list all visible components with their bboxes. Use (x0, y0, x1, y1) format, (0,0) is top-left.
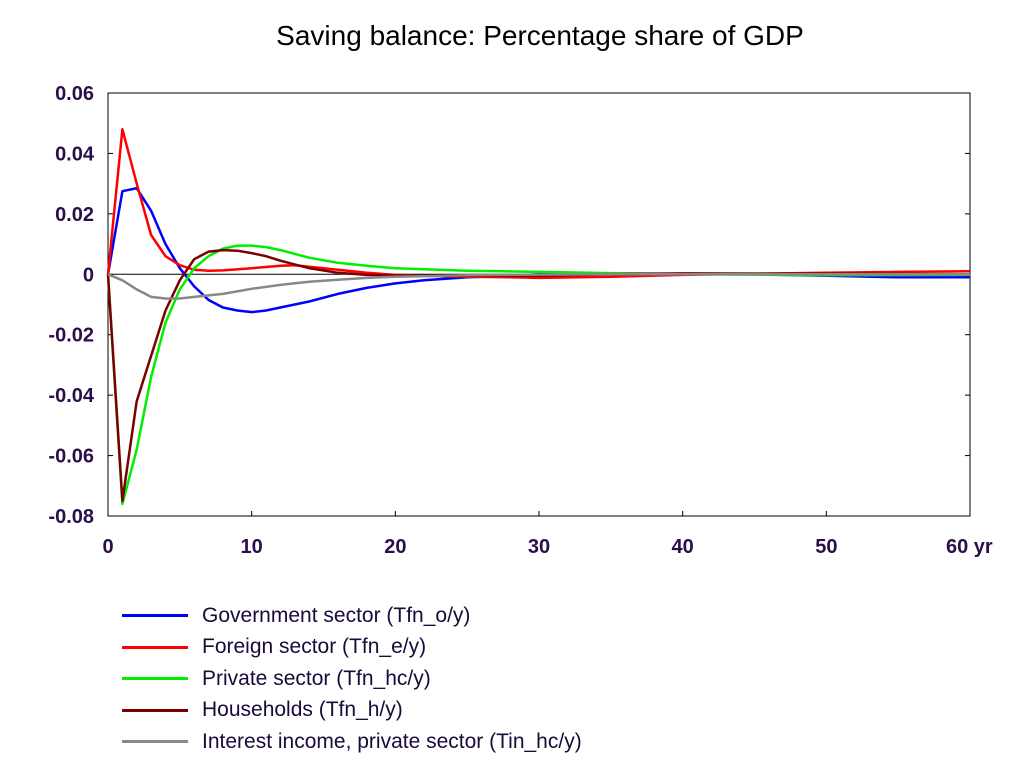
y-tick-label: -0.02 (48, 325, 94, 347)
series-line-2 (106, 128, 971, 280)
x-tick-label: 10 (241, 536, 263, 558)
y-tick-label: -0.06 (48, 446, 94, 468)
y-tick-label: 0.04 (55, 143, 95, 165)
plot-frame (107, 92, 971, 517)
y-tick-label: -0.08 (48, 506, 94, 528)
x-tick-label: 30 (528, 536, 550, 558)
legend-item: Private sector (Tfn_hc/y) (122, 663, 582, 695)
x-tick-label: 0 (102, 536, 113, 558)
line-chart: 0.06 0.04 0.02 0 -0.02 -0.04 -0.06 -0.08 0 10 20 30… (48, 83, 993, 558)
series-line-3 (106, 244, 971, 506)
legend-item: Households (Tfn_h/y) (122, 695, 582, 727)
legend-label: Households (Tfn_h/y) (202, 698, 403, 722)
legend-item: Government sector (Tfn_o/y) (122, 600, 582, 632)
y-tick-label: -0.04 (48, 385, 94, 407)
legend-item: Interest income, private sector (Tin_hc/… (122, 726, 582, 758)
legend-label: Government sector (Tfn_o/y) (202, 603, 471, 627)
legend-label: Private sector (Tfn_hc/y) (202, 666, 431, 690)
x-tick-label: 50 (815, 536, 837, 558)
legend-swatch (122, 708, 188, 712)
legend-swatch (122, 645, 188, 649)
series-line-5 (107, 273, 970, 300)
legend-swatch (122, 614, 188, 618)
y-tick-label: 0 (83, 264, 94, 286)
legend-item: Foreign sector (Tfn_e/y) (122, 632, 582, 664)
y-tick-label: 0.02 (55, 204, 94, 226)
legend-label: Foreign sector (Tfn_e/y) (202, 635, 427, 659)
chart-legend: Government sector (Tfn_o/y) Foreign secto… (122, 600, 582, 758)
legend-swatch (122, 740, 188, 744)
x-tick-label: 20 (384, 536, 406, 558)
legend-swatch (122, 677, 188, 681)
x-tick-label: 60 yr (946, 536, 993, 558)
legend-label: Interest income, private sector (Tin_hc/… (202, 729, 582, 753)
series-line-4 (106, 248, 971, 503)
x-tick-label: 40 (672, 536, 694, 558)
chart-title: Saving balance: Percentage share of GDP (276, 20, 804, 51)
y-tick-label: 0.06 (55, 83, 94, 105)
